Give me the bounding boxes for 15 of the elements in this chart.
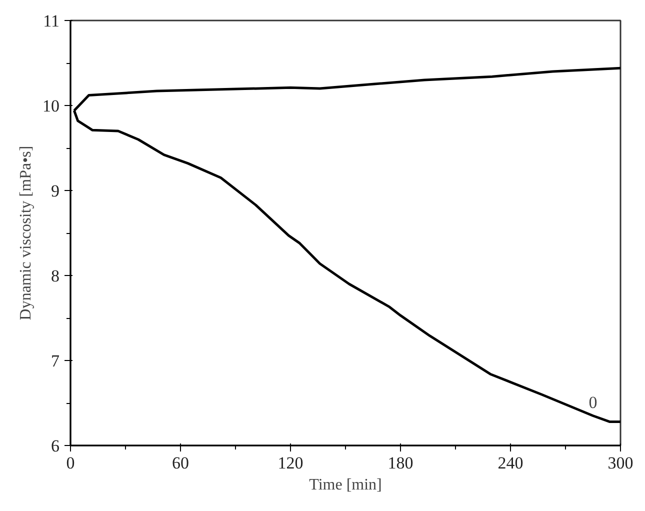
y-tick-label: 9: [51, 182, 60, 200]
x-tick-label: 60: [172, 454, 189, 472]
x-tick-label: 120: [278, 454, 304, 472]
y-tick-label: 10: [42, 96, 60, 116]
y-tick-label: 6: [51, 436, 60, 456]
x-tick-label: 300: [608, 454, 634, 472]
x-tick-label: 240: [498, 454, 524, 472]
y-tick-label: 7: [51, 352, 60, 370]
x-tick-label: 180: [388, 454, 414, 472]
x-axis-title: Time [min]: [309, 476, 382, 494]
x-tick-label: 0: [66, 454, 75, 472]
y-axis-title: Dynamic viscosity [mPa•s]: [18, 146, 34, 320]
annotation: 0: [588, 392, 598, 412]
y-tick-label: 8: [51, 266, 60, 286]
y-tick-label: 11: [43, 12, 60, 30]
